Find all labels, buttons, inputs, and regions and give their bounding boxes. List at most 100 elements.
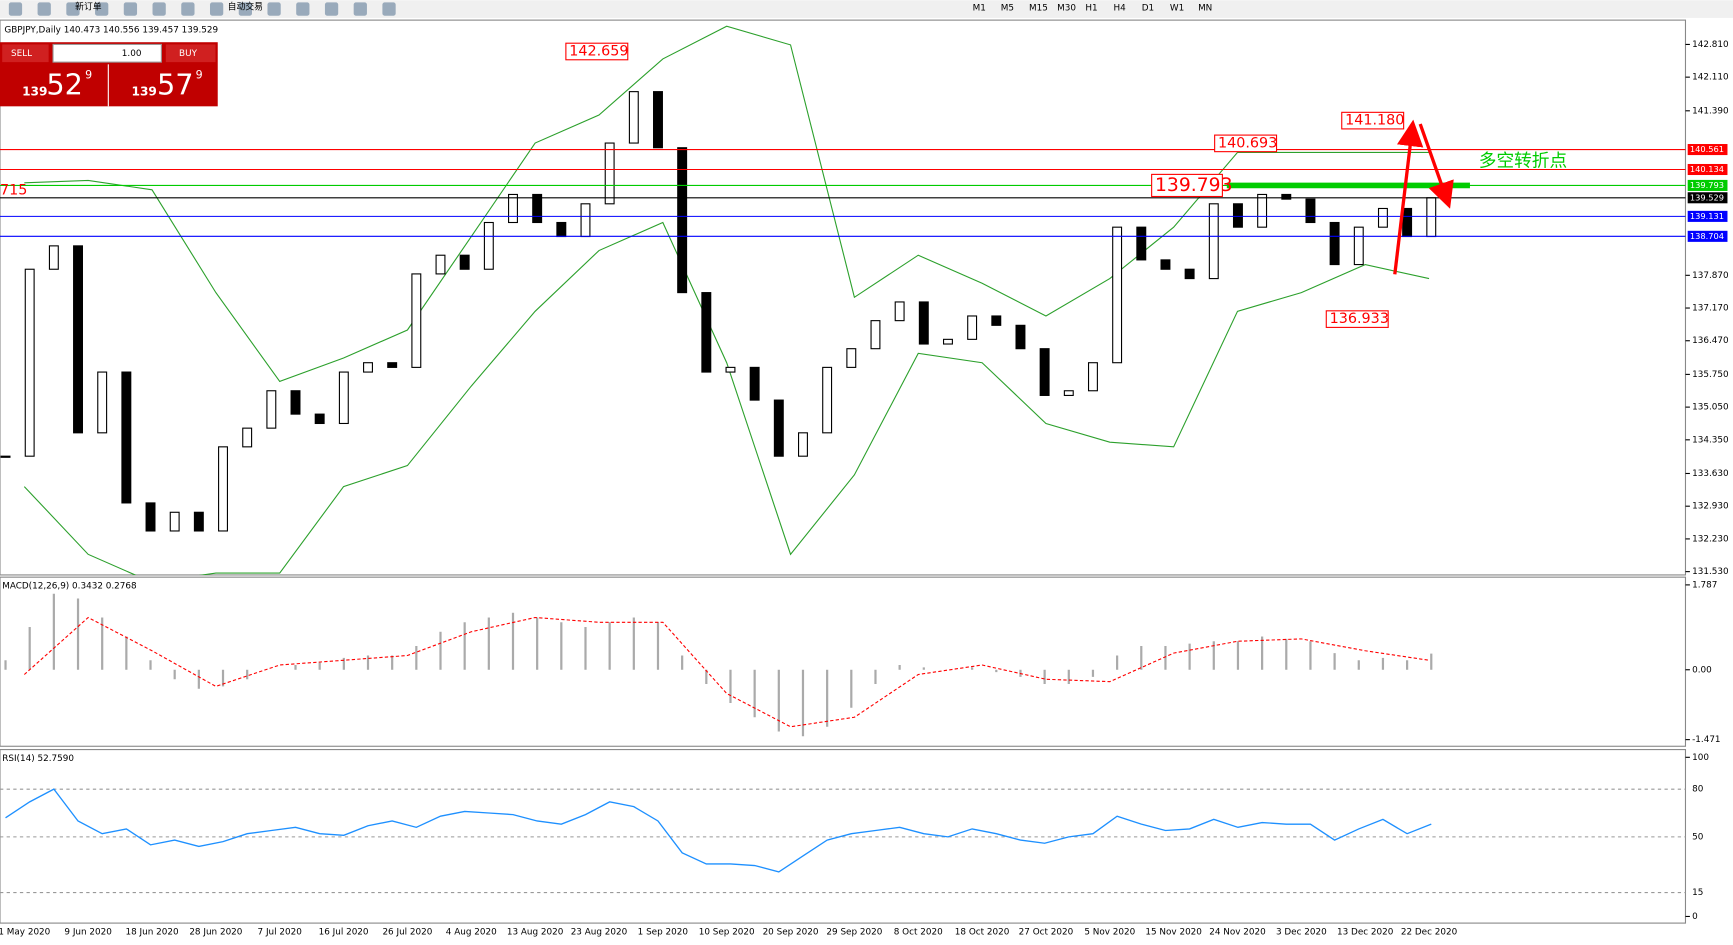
price-tag bbox=[1687, 163, 1728, 176]
toolbar bbox=[0, 0, 1733, 18]
y-tick-label: 137.170 bbox=[1692, 304, 1729, 314]
price-tag bbox=[1687, 144, 1728, 156]
new-order[interactable]: 新订单 bbox=[75, 0, 102, 12]
x-tick-label: 29 Sep 2020 bbox=[826, 927, 882, 937]
y-tick-label: 135.750 bbox=[1692, 370, 1729, 380]
candle bbox=[725, 366, 736, 373]
candle bbox=[628, 91, 639, 144]
period-button[interactable]: M1 bbox=[973, 3, 986, 13]
y-tick-label: 0.00 bbox=[1692, 665, 1712, 675]
candle bbox=[701, 292, 712, 373]
y-tick-label: 134.350 bbox=[1692, 435, 1729, 445]
sell-label[interactable]: SELL bbox=[11, 49, 32, 59]
toolbar-icon bbox=[267, 2, 281, 16]
symbol-header: GBPJPY,Daily 140.473 140.556 139.457 139… bbox=[4, 26, 218, 36]
candle bbox=[1353, 226, 1364, 266]
candle bbox=[459, 254, 470, 270]
candle bbox=[532, 193, 543, 224]
y-tick-label: 135.050 bbox=[1692, 403, 1729, 413]
candle bbox=[991, 315, 1002, 326]
price-plot bbox=[0, 25, 1686, 575]
toolbar-icon bbox=[382, 2, 396, 16]
toolbar-icon bbox=[37, 2, 51, 16]
period-button[interactable]: M30 bbox=[1057, 3, 1076, 13]
period-button[interactable]: H1 bbox=[1085, 3, 1097, 13]
candle bbox=[1281, 193, 1292, 200]
x-tick-label: 1 May 2020 bbox=[0, 927, 51, 937]
candle bbox=[483, 221, 494, 270]
y-tick-label: 100 bbox=[1692, 753, 1709, 763]
y-tick-label: 50 bbox=[1692, 832, 1704, 842]
x-tick-label: 27 Oct 2020 bbox=[1019, 927, 1074, 937]
candle bbox=[749, 366, 760, 401]
lot-value[interactable]: 1.00 bbox=[122, 49, 142, 59]
x-tick-label: 20 Sep 2020 bbox=[763, 927, 819, 937]
y-tick-label: 15 bbox=[1692, 888, 1703, 898]
toolbar-icon bbox=[324, 2, 339, 16]
candle bbox=[1160, 259, 1171, 270]
sell-button[interactable] bbox=[2, 44, 49, 63]
candle bbox=[773, 399, 784, 457]
x-tick-label: 13 Aug 2020 bbox=[507, 927, 564, 937]
period-button[interactable]: W1 bbox=[1170, 3, 1184, 13]
candle bbox=[1087, 362, 1098, 392]
buy-label[interactable]: BUY bbox=[179, 49, 198, 59]
price-tag-label: 140.561 bbox=[1690, 144, 1724, 154]
candle bbox=[1232, 203, 1243, 228]
band-lower bbox=[23, 221, 1430, 575]
toolbar-icon bbox=[353, 2, 367, 16]
candle bbox=[193, 511, 204, 532]
candle bbox=[1402, 207, 1413, 238]
candle bbox=[677, 147, 688, 294]
annotation-label: 141.180 bbox=[1345, 113, 1404, 129]
annotation-label: 139.793 bbox=[1155, 175, 1233, 196]
buy-button[interactable] bbox=[165, 44, 216, 63]
sell-price-big: 139 bbox=[22, 84, 47, 98]
candle bbox=[242, 427, 253, 448]
period-button[interactable]: MN bbox=[1198, 3, 1212, 13]
toolbar-icon bbox=[123, 2, 138, 16]
lot-input[interactable] bbox=[52, 43, 162, 63]
period-button[interactable]: H4 bbox=[1114, 3, 1127, 13]
y-tick-label: 131.530 bbox=[1692, 567, 1729, 577]
period-button[interactable]: M15 bbox=[1029, 3, 1048, 13]
y-tick-label: 0 bbox=[1692, 912, 1698, 922]
candle bbox=[24, 268, 35, 457]
candle bbox=[387, 362, 398, 368]
toolbar-icon bbox=[152, 2, 166, 16]
x-tick-label: 10 Sep 2020 bbox=[699, 927, 755, 937]
candle bbox=[604, 142, 615, 205]
period-button[interactable]: M5 bbox=[1001, 3, 1014, 13]
candle bbox=[338, 371, 349, 425]
x-tick-label: 1 Sep 2020 bbox=[638, 927, 689, 937]
candle bbox=[363, 362, 373, 373]
candle bbox=[97, 371, 108, 434]
y-tick-label: 141.390 bbox=[1692, 106, 1729, 116]
candle bbox=[145, 502, 156, 532]
x-tick-label: 15 Nov 2020 bbox=[1145, 927, 1202, 937]
annotation-label: 136.933 bbox=[1330, 311, 1389, 327]
macd-label: MACD(12,26,9) 0.3432 0.2768 bbox=[2, 581, 137, 591]
candle bbox=[1063, 390, 1074, 396]
arrow-up bbox=[1393, 119, 1424, 275]
candle bbox=[1257, 193, 1268, 228]
turn-note: 多空转折点 bbox=[1479, 151, 1567, 172]
price-tag bbox=[1687, 179, 1728, 191]
x-tick-label: 3 Dec 2020 bbox=[1276, 927, 1327, 937]
candle bbox=[653, 91, 663, 149]
auto-trading[interactable]: 自动交易 bbox=[228, 0, 263, 12]
candle bbox=[870, 320, 881, 350]
period-button[interactable]: D1 bbox=[1142, 3, 1154, 13]
candle bbox=[967, 315, 978, 340]
candle bbox=[822, 366, 833, 434]
x-tick-label: 28 Jun 2020 bbox=[189, 927, 242, 937]
candle bbox=[1039, 348, 1050, 396]
candle bbox=[411, 273, 422, 368]
candle bbox=[918, 301, 929, 345]
annotation-box bbox=[1325, 310, 1389, 328]
rsi-line bbox=[5, 788, 1432, 873]
price-tag bbox=[1687, 230, 1728, 242]
candle bbox=[435, 254, 446, 275]
x-tick-label: 26 Jul 2020 bbox=[382, 927, 432, 937]
